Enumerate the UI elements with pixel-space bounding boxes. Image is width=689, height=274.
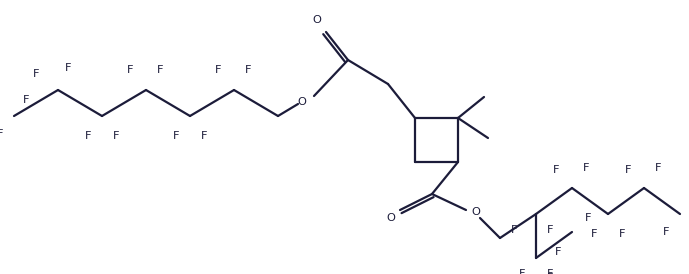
Text: F: F [555, 247, 562, 257]
Text: O: O [313, 15, 322, 25]
Text: F: F [655, 163, 661, 173]
Text: F: F [245, 65, 251, 75]
Text: F: F [127, 65, 133, 75]
Text: O: O [298, 97, 307, 107]
Text: F: F [23, 95, 29, 105]
Text: F: F [519, 269, 525, 274]
Text: F: F [547, 269, 553, 274]
Text: F: F [157, 65, 163, 75]
Text: F: F [215, 65, 221, 75]
Text: F: F [590, 229, 597, 239]
Text: F: F [547, 225, 553, 235]
Text: F: F [0, 129, 3, 139]
Text: O: O [471, 207, 480, 217]
Text: F: F [619, 229, 625, 239]
Text: F: F [583, 163, 589, 173]
Text: F: F [553, 165, 559, 175]
Text: F: F [113, 131, 119, 141]
Text: F: F [663, 227, 669, 237]
Text: F: F [625, 165, 631, 175]
Text: F: F [200, 131, 207, 141]
Text: F: F [173, 131, 179, 141]
Text: F: F [547, 273, 553, 274]
Text: F: F [511, 225, 517, 235]
Text: F: F [33, 69, 39, 79]
Text: F: F [65, 63, 71, 73]
Text: O: O [387, 213, 395, 223]
Text: F: F [85, 131, 91, 141]
Text: F: F [585, 213, 591, 223]
